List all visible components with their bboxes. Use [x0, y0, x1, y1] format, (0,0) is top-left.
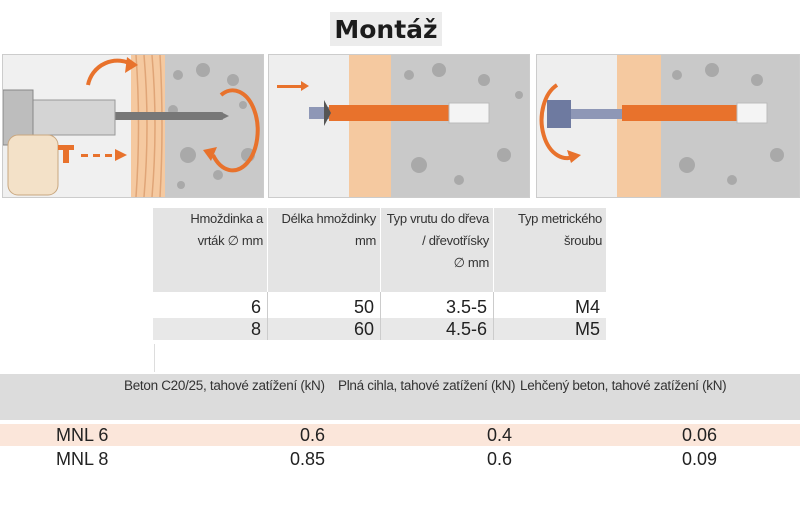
column-header-anchor-length: Délka hmoždinky mm — [268, 208, 380, 292]
table-cell: 3.5-5 — [445, 297, 487, 317]
row-label: MNL 8 — [56, 449, 109, 469]
table-row: MNL 6 0.6 0.4 0.06 — [0, 424, 800, 446]
table-cell: 4.5-6 — [445, 319, 487, 339]
page-title: Montáž — [334, 15, 438, 44]
table-cell: 0.6 — [487, 449, 513, 469]
header-line: Typ metrického — [518, 211, 602, 226]
header-line: šroubu — [564, 233, 602, 248]
tighten-screw-illustration — [536, 54, 800, 198]
table-cell: M5 — [574, 319, 600, 339]
header-line: / dřevotřísky — [422, 233, 489, 248]
column-divider — [380, 292, 381, 340]
table-cell: 0.4 — [487, 425, 513, 445]
table-cell: 6 — [250, 297, 261, 317]
table-row: MNL 8 0.85 0.6 0.09 — [0, 448, 800, 470]
column-header-anchor-drill: Hmoždinka a vrták ∅ mm — [153, 208, 267, 292]
table-cell: 0.09 — [682, 449, 718, 469]
column-divider — [493, 292, 494, 340]
header-line: mm — [354, 233, 376, 248]
column-header-concrete: Beton C20/25, tahové zatížení (kN) — [124, 378, 325, 393]
header-line: Hmoždinka a — [190, 211, 263, 226]
divider-line — [154, 344, 155, 372]
header-line: vrták ∅ mm — [197, 233, 264, 248]
table-cell: 50 — [353, 297, 374, 317]
column-header-wood-screw: Typ vrutu do dřeva / dřevotřísky ∅ mm — [381, 208, 493, 292]
header-line: Délka hmoždinky — [281, 211, 377, 226]
insert-anchor-illustration — [268, 54, 530, 198]
column-header-aerated-concrete: Lehčený beton, tahové zatížení (kN) — [520, 378, 727, 393]
table-cell: 60 — [353, 319, 374, 339]
title-box: Montáž — [330, 12, 442, 46]
row-label: MNL 6 — [56, 425, 109, 445]
table-cell: 0.06 — [682, 425, 718, 445]
table-cell: 0.6 — [300, 425, 326, 445]
table-cell: 0.85 — [290, 449, 326, 469]
header-line: ∅ mm — [453, 255, 490, 270]
drilling-illustration — [2, 54, 264, 198]
load-table-header: Beton C20/25, tahové zatížení (kN) Plná … — [0, 374, 800, 420]
column-divider — [267, 292, 268, 340]
column-header-metric-screw: Typ metrického šroubu — [494, 208, 606, 292]
table-cell: M4 — [574, 297, 600, 317]
table-row-bg — [153, 318, 606, 340]
column-header-solid-brick: Plná cihla, tahové zatížení (kN) — [338, 378, 516, 393]
table-cell: 8 — [250, 319, 261, 339]
header-line: Typ vrutu do dřeva — [386, 211, 490, 226]
